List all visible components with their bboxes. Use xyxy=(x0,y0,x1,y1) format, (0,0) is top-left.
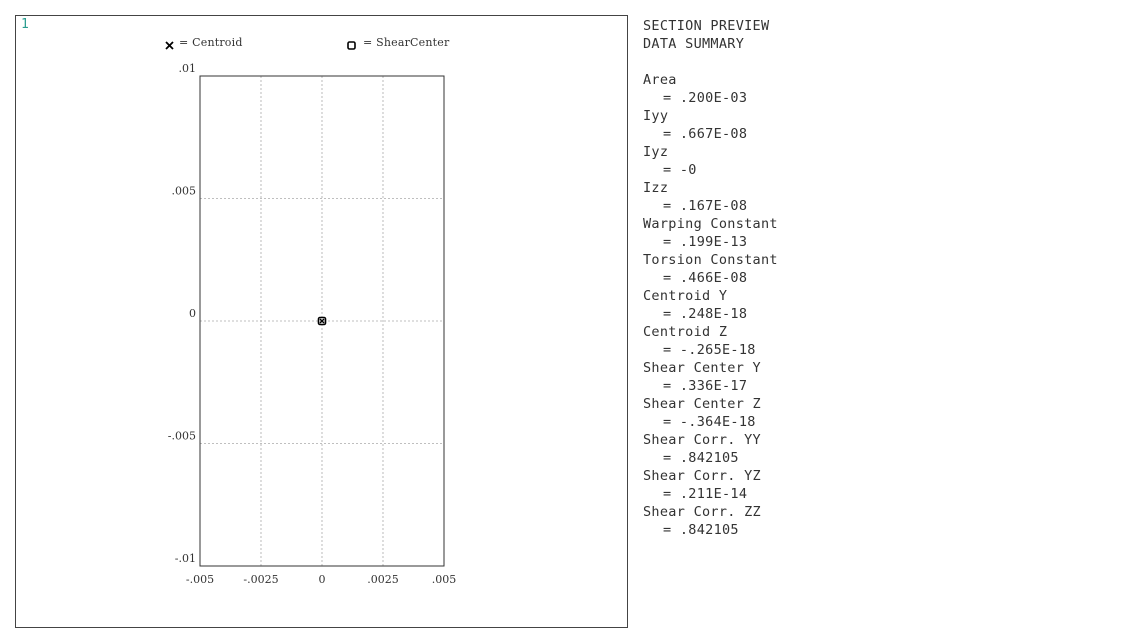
summary-title-line2: DATA SUMMARY xyxy=(643,36,745,52)
summary-item-label: Iyz xyxy=(643,144,669,160)
y-tick-label: 0 xyxy=(189,307,196,320)
summary-item-value: = .667E-08 xyxy=(663,126,748,142)
summary-item-label: Centroid Z xyxy=(643,324,728,340)
summary-item-value: = -.364E-18 xyxy=(663,414,756,430)
plot-frame xyxy=(199,75,445,567)
centroid-marker-icon xyxy=(165,41,174,50)
summary-item-label: Shear Center Y xyxy=(643,360,761,376)
summary-item-value: = .336E-17 xyxy=(663,378,748,394)
x-tick-label: -.005 xyxy=(186,573,214,586)
summary-item-label: Shear Center Z xyxy=(643,396,761,412)
summary-item-label: Izz xyxy=(643,180,669,196)
summary-item-label: Area xyxy=(643,72,677,88)
summary-title-line1: SECTION PREVIEW xyxy=(643,18,770,34)
y-tick-label: .005 xyxy=(172,185,197,198)
y-tick-label: -.01 xyxy=(175,552,196,565)
data-summary-panel: SECTION PREVIEW DATA SUMMARY Area = .200E… xyxy=(643,17,778,539)
summary-item-label: Warping Constant xyxy=(643,216,778,232)
summary-item-label: Shear Corr. YY xyxy=(643,432,761,448)
x-tick-label: .005 xyxy=(432,573,457,586)
summary-item-value: = .199E-13 xyxy=(663,234,748,250)
summary-item-label: Shear Corr. YZ xyxy=(643,468,761,484)
summary-item-value: = .842105 xyxy=(663,522,739,538)
summary-item-label: Shear Corr. ZZ xyxy=(643,504,761,520)
graphics-viewport[interactable]: 1 = Centroid = ShearCenter .01 .005 0 -.005… xyxy=(15,15,628,628)
x-tick-label: -.0025 xyxy=(243,573,278,586)
summary-items: Area = .200E-03 Iyy = .667E-08 Iyz = -0 Izz = .… xyxy=(643,71,778,539)
summary-item-value: = -.265E-18 xyxy=(663,342,756,358)
centroid-point xyxy=(319,318,325,324)
summary-item-label: Torsion Constant xyxy=(643,252,778,268)
shear-center-legend-label: = ShearCenter xyxy=(363,36,450,49)
summary-item-label: Iyy xyxy=(643,108,669,124)
x-tick-label: 0 xyxy=(319,573,326,586)
x-tick-label: .0025 xyxy=(367,573,399,586)
summary-item-label: Centroid Y xyxy=(643,288,728,304)
summary-item-value: = .167E-08 xyxy=(663,198,748,214)
y-tick-label: -.005 xyxy=(168,430,196,443)
summary-item-value: = .200E-03 xyxy=(663,90,748,106)
summary-item-value: = -0 xyxy=(663,162,697,178)
summary-item-value: = .466E-08 xyxy=(663,270,748,286)
shear-center-point xyxy=(317,316,327,326)
summary-item-value: = .248E-18 xyxy=(663,306,748,322)
y-tick-label: .01 xyxy=(179,62,197,75)
section-plot: .01 .005 0 -.005 -.01 -.005 -.0025 0 .0025 .005 xyxy=(168,62,457,586)
summary-item-value: = .842105 xyxy=(663,450,739,466)
centroid-legend-label: = Centroid xyxy=(179,36,243,49)
summary-item-value: = .211E-14 xyxy=(663,486,748,502)
shear-center-marker-icon xyxy=(347,41,356,50)
window-number: 1 xyxy=(21,17,29,32)
